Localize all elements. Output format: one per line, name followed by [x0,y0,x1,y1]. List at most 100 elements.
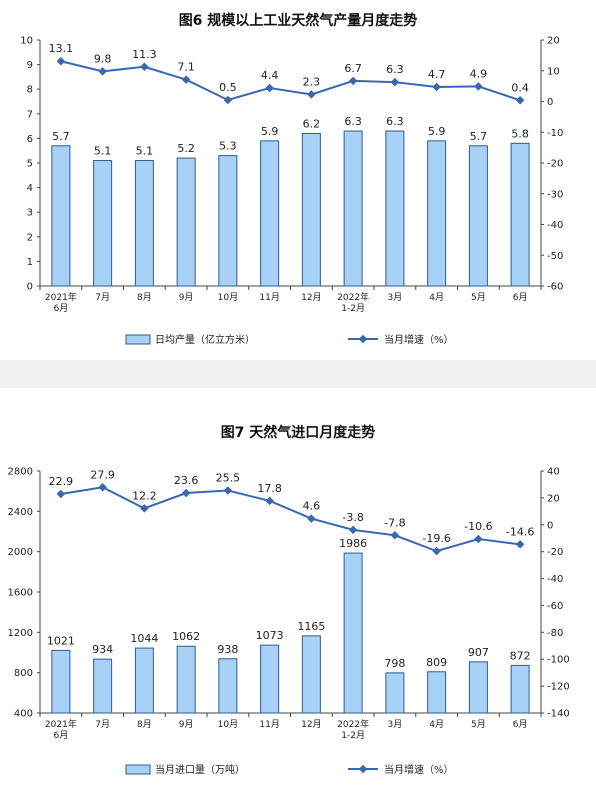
bar [510,142,530,287]
y-right-tick-label: -60 [547,282,563,293]
x-tick-label: 6月 [513,719,528,730]
growth-point [56,56,66,66]
x-tick-label: 8月 [137,292,152,303]
bar [51,145,71,287]
bar-data-label: 1073 [256,629,284,642]
y-right-tick-label: -100 [547,655,570,666]
x-tick-label: 2022年 1-2月 [337,291,369,314]
y-right-tick-label: 0 [547,520,553,531]
bar-data-label: 1062 [172,630,200,643]
y-right-tick-label: -50 [547,251,563,262]
bar [385,130,405,287]
growth-point [307,514,316,523]
growth-data-label: 12.2 [132,489,157,502]
growth-data-label: 2.3 [303,75,321,88]
growth-point [474,534,483,544]
bar-data-label: 5.7 [52,130,70,143]
y-left-tick-label: 6 [27,134,33,145]
legend-line-label: 当月增速（%） [384,333,454,346]
x-tick-label: 5月 [471,292,486,303]
bar-data-label: 5.7 [470,130,488,143]
y-left-tick-label: 0 [27,282,33,293]
growth-point [307,90,316,99]
legend-line-marker [358,764,368,774]
growth-data-label: -3.8 [342,511,363,524]
bar-data-label: 5.9 [261,125,279,138]
bar [343,552,363,714]
y-left-tick-label: 1600 [8,588,33,599]
y-right-tick-label: 20 [547,493,560,504]
growth-data-label: 25.5 [216,471,241,484]
y-right-tick-label: -20 [547,547,563,558]
x-tick-label: 3月 [388,292,403,303]
x-tick-label: 3月 [388,719,403,730]
bar-data-label: 1021 [47,634,75,647]
growth-point [56,489,66,499]
bar [176,157,196,287]
x-tick-label: 5月 [471,719,486,730]
y-right-tick-label: -40 [547,220,563,231]
growth-point [98,67,107,76]
bar [93,160,113,287]
x-tick-label: 2022年 1-2月 [337,718,369,741]
y-left-tick-label: 7 [27,109,33,120]
y-right-tick-label: 0 [547,97,553,108]
growth-line [60,60,521,102]
growth-data-label: 4.4 [261,69,279,82]
y-right-tick-label: -140 [547,709,570,720]
bar [427,140,447,287]
y-right-tick-label: -40 [547,574,563,585]
y-right-tick-label: -60 [547,601,563,612]
x-tick-label: 2021年 6月 [45,291,77,314]
growth-point [181,75,191,84]
growth-data-label: 0.4 [511,81,529,94]
growth-data-label: 17.8 [257,482,282,495]
growth-data-label: 0.5 [219,81,237,94]
y-right-tick-label: -30 [547,189,563,200]
growth-data-label: 23.6 [174,474,199,487]
y-left-tick-label: 1 [27,257,33,268]
growth-data-label: 6.7 [344,62,362,75]
growth-data-label: -7.8 [384,516,405,529]
bar-data-label: 5.3 [219,140,237,153]
y-left-tick-label: 10 [20,36,33,47]
bar [301,635,321,714]
x-tick-label: 8月 [137,719,152,730]
growth-point [181,488,191,498]
growth-data-label: 11.3 [132,48,157,61]
bar-data-label: 809 [426,656,447,669]
bar-data-label: 872 [510,649,531,662]
bar [260,140,280,287]
y-left-tick-label: 800 [14,668,33,679]
growth-point [390,77,400,87]
growth-point [348,525,358,535]
x-tick-label: 4月 [429,292,444,303]
bar-data-label: 5.9 [428,125,446,138]
x-tick-label: 9月 [179,719,194,730]
growth-data-label: -10.6 [464,520,492,533]
y-left-tick-label: 2400 [8,507,33,518]
growth-data-label: -14.6 [506,525,534,538]
x-tick-label: 11月 [259,292,279,303]
y-left-tick-label: 5 [27,159,33,170]
chart-title: 图7 天然气进口月度走势 [221,424,376,441]
x-tick-label: 10月 [218,292,238,303]
x-tick-label: 2021年 6月 [45,718,77,741]
chart-panel-gas-import: 图7 天然气进口月度走势 400 800 1200 1600 2000 2400 2800 -1… [0,388,596,789]
bar-data-label: 6.2 [303,117,321,130]
legend-bar-swatch [125,764,151,775]
bar [51,649,71,714]
y-left-tick-label: 2000 [8,547,33,558]
y-right-tick-label: -80 [547,628,563,639]
growth-point [432,546,441,556]
y-left-tick-label: 4 [27,183,33,194]
bar-data-label: 1986 [339,537,367,550]
growth-point [265,83,274,93]
growth-point [515,540,525,549]
bar-data-label: 5.1 [136,145,154,158]
legend-bar-label: 日均产量（亿立方米） [155,333,255,346]
x-tick-label: 7月 [95,292,110,303]
growth-point [474,82,483,91]
growth-data-label: 13.1 [49,42,74,55]
bar-data-label: 934 [92,643,113,656]
